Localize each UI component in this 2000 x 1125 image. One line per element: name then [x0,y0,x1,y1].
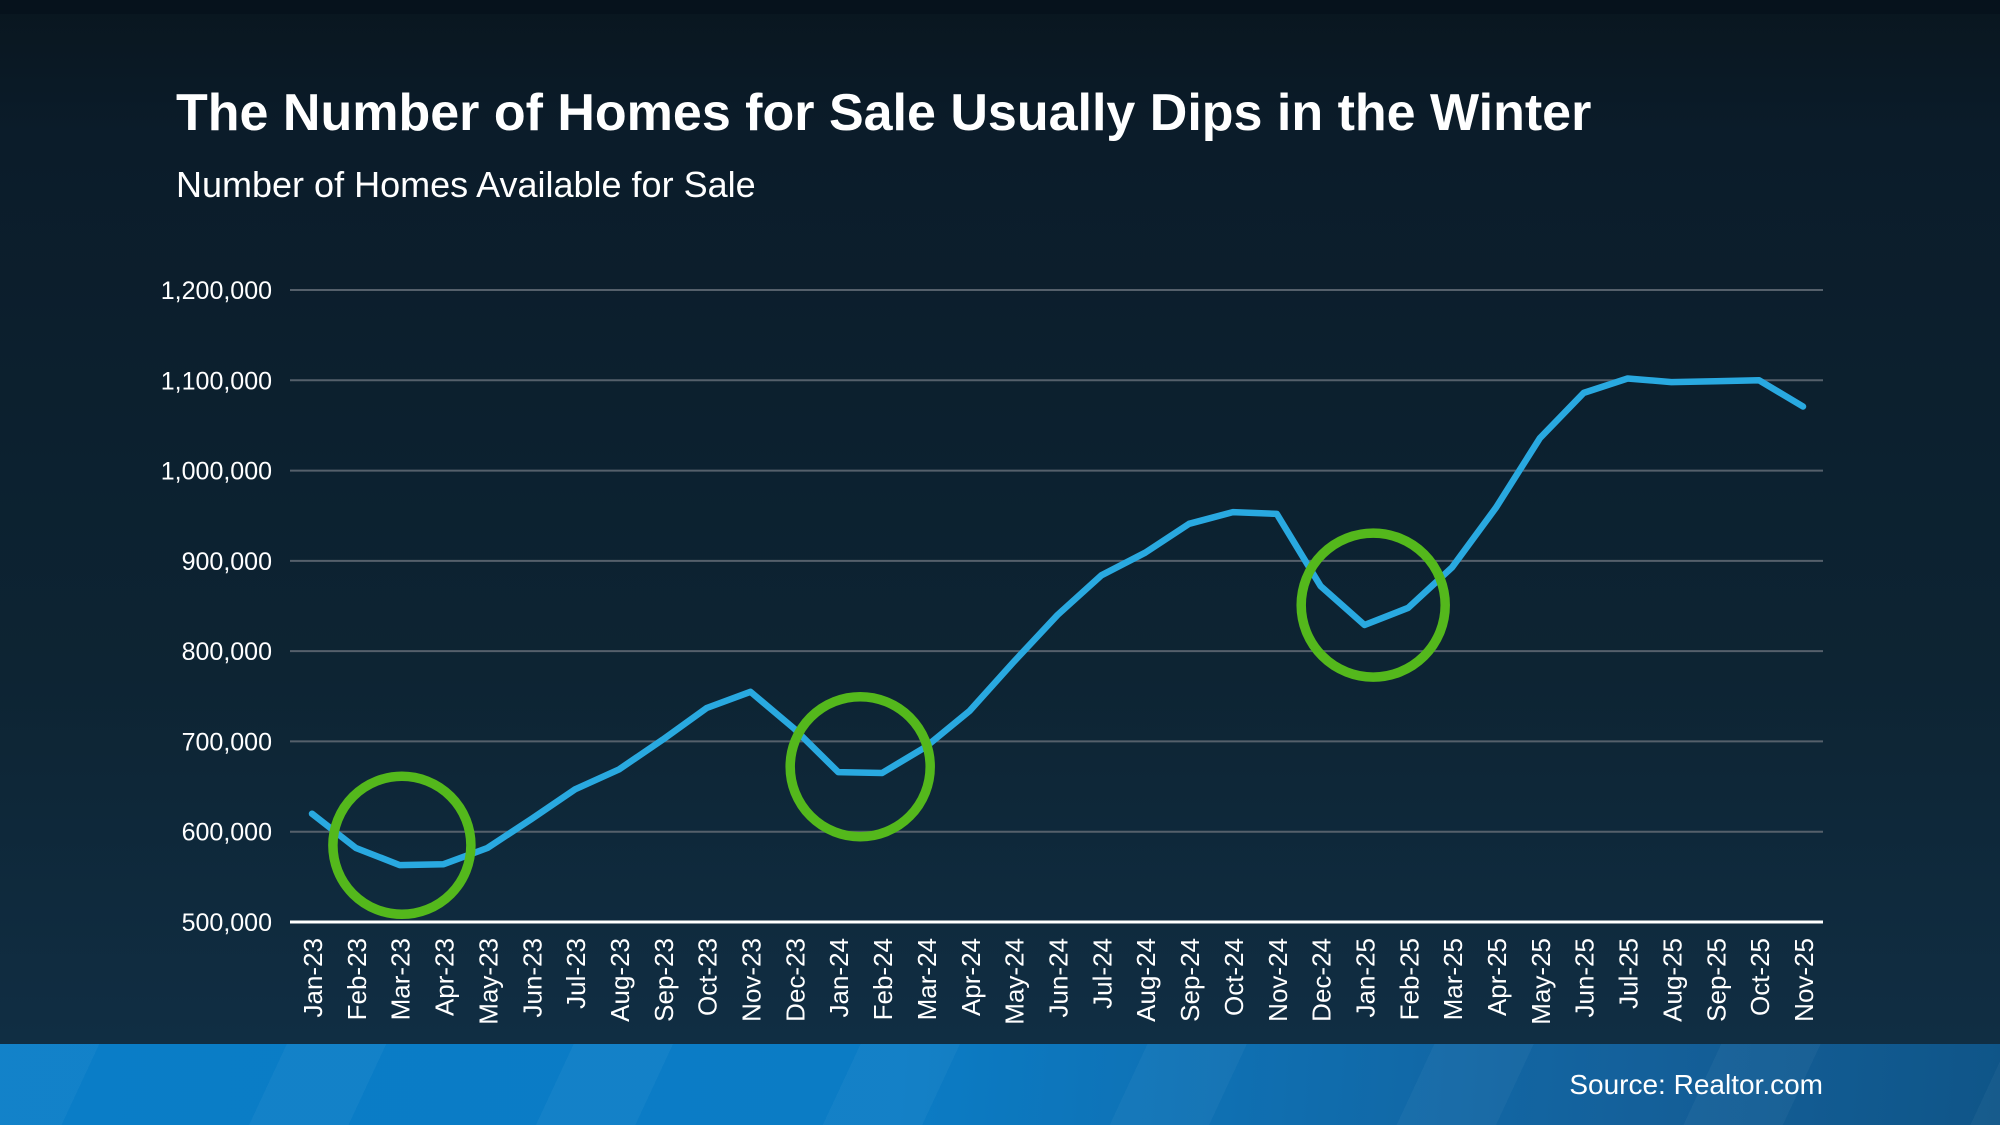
x-tick-label: Nov-24 [1263,938,1293,1022]
x-tick-label: May-25 [1526,938,1556,1025]
x-tick-label: Sep-25 [1701,938,1731,1022]
y-tick-label: 800,000 [182,638,272,666]
x-tick-label: Sep-24 [1175,938,1205,1022]
chart-subtitle: Number of Homes Available for Sale [176,164,756,205]
x-tick-label: Jan-24 [824,938,854,1018]
x-tick-label: Apr-24 [956,938,986,1016]
x-tick-label: Dec-24 [1307,938,1337,1022]
x-tick-label: Jul-23 [561,938,591,1009]
x-tick-label: Mar-23 [386,938,416,1020]
x-tick-label: Jan-25 [1351,938,1381,1018]
x-tick-label: Jan-23 [298,938,328,1018]
y-tick-label: 500,000 [182,909,272,937]
source-label: Source: Realtor.com [1569,1068,1823,1100]
homes-for-sale-line [308,375,1807,869]
x-tick-label: Aug-25 [1657,938,1687,1022]
dip-circle-winter-dip-2025 [1296,528,1450,682]
x-tick-label: Feb-25 [1394,938,1424,1020]
x-tick-label: Apr-23 [430,938,460,1016]
x-tick-label: Mar-24 [912,938,942,1020]
x-tick-label: Oct-25 [1745,938,1775,1016]
x-tick-label: Nov-25 [1789,938,1819,1022]
y-tick-label: 1,200,000 [161,277,272,305]
x-tick-label: Jul-25 [1614,938,1644,1009]
x-tick-label: Apr-25 [1482,938,1512,1016]
y-tick-label: 600,000 [182,819,272,847]
y-tick-label: 1,100,000 [161,367,272,395]
x-tick-label: Feb-24 [868,938,898,1020]
x-tick-label: May-24 [1000,938,1030,1025]
x-tick-label: May-23 [473,938,503,1025]
x-tick-label: Jun-24 [1044,938,1074,1018]
x-tick-label: Jul-24 [1087,938,1117,1009]
x-tick-label: Mar-25 [1438,938,1468,1020]
x-tick-label: Jun-23 [517,938,547,1018]
dip-circle-winter-dip-2023 [328,771,476,920]
footer-bar: Source: Realtor.com [0,1044,2000,1125]
x-tick-label: Sep-23 [649,938,679,1022]
top-strip [0,0,2000,14]
x-tick-label: Nov-23 [737,938,767,1022]
x-tick-label: Feb-23 [342,938,372,1020]
x-tick-label: Oct-24 [1219,938,1249,1016]
page-title: The Number of Homes for Sale Usually Dip… [176,84,1592,142]
x-tick-label: Dec-23 [780,938,810,1022]
x-tick-label: Oct-23 [693,938,723,1016]
y-tick-label: 1,000,000 [161,458,272,486]
y-tick-label: 700,000 [182,728,272,756]
y-tick-label: 900,000 [182,548,272,576]
x-tick-label: Aug-23 [605,938,635,1022]
dip-circle-winter-dip-2024 [785,691,935,842]
x-tick-label: Aug-24 [1131,938,1161,1022]
x-tick-label: Jun-25 [1570,938,1600,1018]
